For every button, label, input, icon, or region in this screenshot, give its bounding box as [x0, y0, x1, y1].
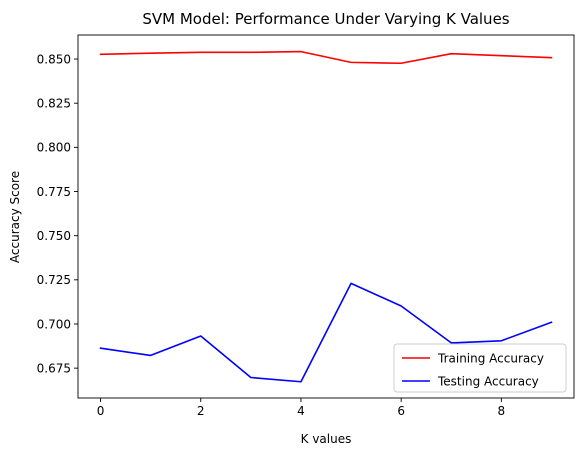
y-tick-label: 0.800 — [37, 141, 71, 155]
legend-box — [393, 343, 567, 393]
x-axis-label: K values — [301, 432, 352, 446]
x-tick-label: 2 — [197, 404, 205, 418]
y-tick-label: 0.850 — [37, 52, 71, 66]
legend-label: Testing Accuracy — [437, 374, 539, 388]
legend: Training Accuracy Testing Accuracy — [393, 343, 567, 393]
y-tick-label: 0.825 — [37, 96, 71, 110]
y-tick-label: 0.675 — [37, 361, 71, 375]
axes-frame — [77, 34, 575, 399]
y-tick-label: 0.725 — [37, 273, 71, 287]
y-tick-label: 0.700 — [37, 317, 71, 331]
y-axis-label: Accuracy Score — [8, 171, 22, 263]
x-tick-label: 4 — [297, 404, 305, 418]
chart-title: SVM Model: Performance Under Varying K V… — [142, 10, 509, 28]
x-tick-label: 0 — [97, 404, 105, 418]
y-tick-label: 0.775 — [37, 185, 71, 199]
plot-area: 0 2 4 6 8 0.675 0.700 0.725 0.750 0.775 0.800 0.825… — [37, 34, 575, 418]
y-tick-label: 0.750 — [37, 229, 71, 243]
legend-label: Training Accuracy — [437, 351, 544, 365]
series-line-testing — [99, 282, 553, 383]
x-tick-label: 8 — [498, 404, 506, 418]
x-tick-label: 6 — [397, 404, 405, 418]
series-line-training — [99, 50, 553, 65]
